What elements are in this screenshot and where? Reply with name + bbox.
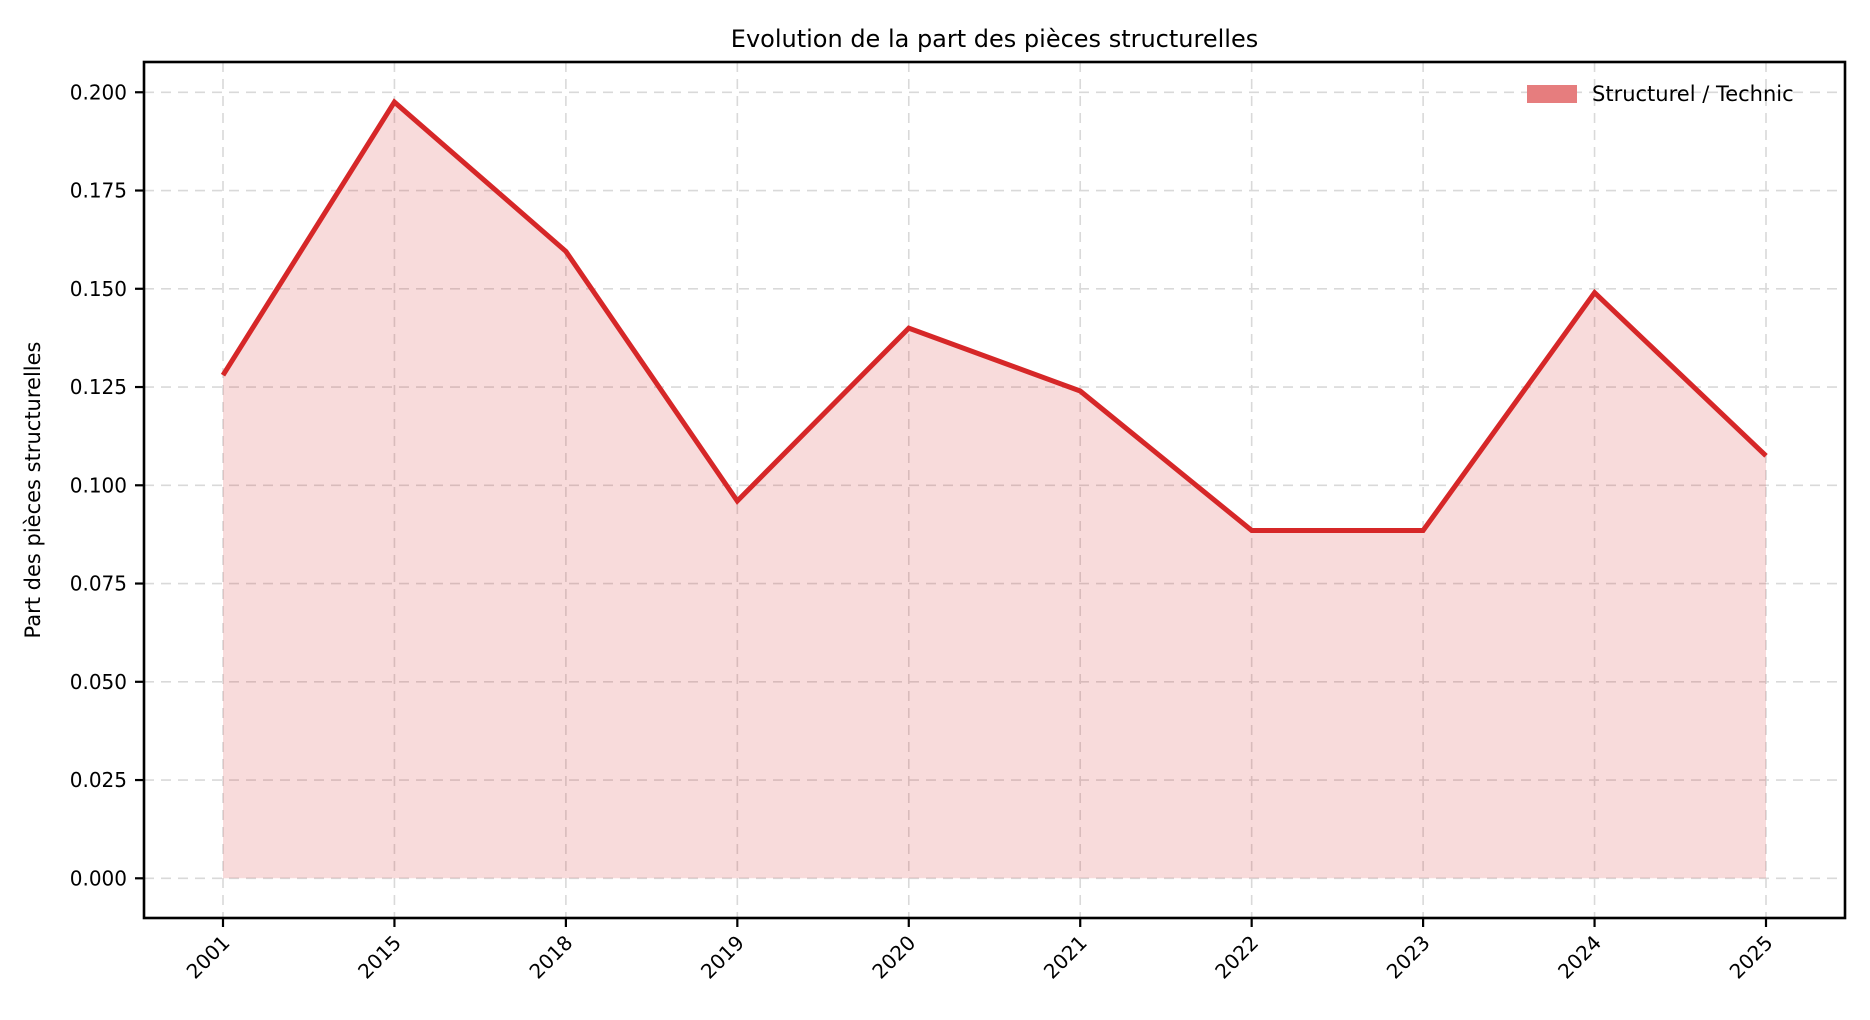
gridlines [144,62,1845,918]
x-tick-label: 2015 [353,931,406,984]
y-axis-label: Part des pièces structurelles [21,342,45,639]
x-tick-label: 2025 [1725,931,1778,984]
y-tick-label: 0.125 [70,375,127,399]
area-fill [223,102,1766,879]
y-tick-label: 0.175 [70,179,127,203]
y-axis: 0.000 0.025 0.050 0.075 0.100 0.125 0.150 0.175… [70,80,144,890]
legend: Structurel / Technic [1527,82,1794,106]
legend-swatch [1527,85,1577,103]
y-tick-label: 0.000 [70,866,127,890]
x-tick-label: 2018 [524,931,577,984]
plot-border [142,60,1847,920]
x-tick-label: 2019 [696,931,749,984]
y-tick-label: 0.050 [70,670,127,694]
y-tick-label: 0.075 [70,572,127,596]
x-axis: 2001 2015 2018 2019 2020 2021 2022 2023 2024 2025 [182,918,1778,984]
x-tick-label: 2023 [1382,931,1435,984]
x-tick-label: 2021 [1039,931,1092,984]
x-tick-label: 2022 [1210,931,1263,984]
y-tick-label: 0.200 [70,80,127,104]
x-tick-label: 2020 [867,931,920,984]
x-tick-label: 2024 [1553,931,1606,984]
chart-title: Evolution de la part des pièces structur… [731,25,1258,53]
y-tick-label: 0.025 [70,768,127,792]
y-tick-label: 0.100 [70,473,127,497]
trend-line [220,98,1768,533]
legend-label: Structurel / Technic [1592,82,1794,106]
x-tick-label: 2001 [182,931,235,984]
y-tick-label: 0.150 [70,277,127,301]
